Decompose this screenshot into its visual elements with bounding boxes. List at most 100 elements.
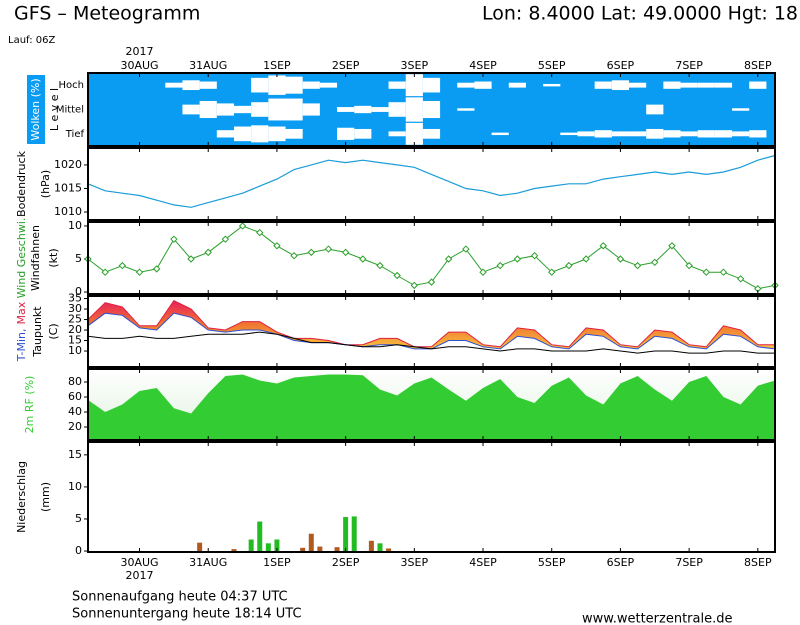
y-tick-label: 15 [68, 448, 82, 461]
wind-point [565, 261, 573, 270]
cloud-cell [251, 102, 269, 117]
cloud-cell [285, 128, 303, 139]
y-tick-label: 20 [68, 420, 82, 433]
legend-entry: T-Min, [15, 329, 28, 363]
panel-background [88, 442, 775, 552]
cloud-cell [732, 108, 750, 111]
wind-point [204, 248, 212, 257]
wind-point [118, 261, 127, 270]
cloud-cell [697, 82, 715, 88]
legend-entry: Taupunkt [31, 306, 44, 358]
cloud-cell [285, 76, 303, 94]
y-axis-label: Niederschlag [15, 461, 28, 533]
cloud-cell [165, 82, 183, 88]
y-axis-label: 2m RF (%) [23, 376, 36, 434]
humidity-area [88, 374, 775, 440]
x-tick-label: 6SEP [607, 59, 635, 72]
level-label: Tief [65, 129, 85, 140]
x-tick-label: 31AUG [189, 59, 227, 72]
wind-point [393, 271, 401, 280]
precip-bar [343, 517, 349, 552]
legend-entry: Max [15, 301, 28, 324]
wind-point [221, 235, 230, 243]
y-axis-label: (kt) [47, 248, 60, 267]
cloud-cell [749, 81, 767, 89]
y-axis-label: (C) [47, 323, 60, 339]
wind-point [256, 228, 264, 237]
cloud-cell [182, 80, 200, 91]
cloud-cell [268, 126, 286, 142]
precip-bar [274, 539, 280, 552]
y-tick-label: 20 [68, 323, 82, 336]
cloud-cell [663, 81, 681, 89]
x-tick-label: 5SEP [538, 556, 566, 569]
x-tick-label: 6SEP [607, 556, 635, 569]
wind-point [479, 268, 487, 276]
source: www.wetterzentrale.de [582, 612, 732, 625]
wind-point [273, 242, 281, 250]
precip-bar [231, 549, 237, 552]
cloud-cell [354, 128, 372, 139]
cloud-cell [697, 130, 715, 138]
wind-point [135, 268, 144, 276]
wind-point [290, 251, 298, 260]
precip-bar [265, 543, 271, 552]
cloud-cell [251, 77, 269, 93]
cloud-cell [371, 107, 389, 112]
cloud-cell [422, 100, 441, 119]
x-tick-label: 4SEP [469, 556, 497, 569]
precip-bar [248, 539, 254, 552]
y-tick-label: 10 [68, 480, 82, 493]
cloud-cell [611, 80, 630, 91]
y-axis-label: Wolken (%) [29, 78, 42, 140]
cloud-cell [405, 122, 423, 145]
precip-bar [308, 533, 314, 552]
run: Lauf: 06Z [8, 35, 55, 46]
cloud-cell [560, 132, 578, 136]
panel-frame [87, 72, 776, 147]
level-label: Hoch [59, 80, 84, 91]
wind-point [359, 255, 367, 263]
cloud-cell [680, 131, 698, 137]
sunrise: Sonnenaufgang heute 04:37 UTC [72, 590, 288, 605]
y-tick-label: 10 [68, 344, 82, 357]
y-tick-label: 0 [75, 544, 82, 557]
cloud-cell [388, 102, 406, 117]
cloud-cell [233, 105, 252, 114]
cloud-cell [354, 105, 372, 114]
y-axis-label: (hPa) [39, 170, 52, 198]
y-tick-label: 25 [68, 313, 82, 326]
x-tick-label: 8SEP [744, 556, 772, 569]
y-axis-label: Wind Geschwi. [15, 218, 28, 299]
y-tick-label: 10 [68, 219, 82, 232]
panel-background [88, 148, 775, 220]
wind-point [599, 242, 607, 250]
wind-point [462, 245, 470, 253]
x-tick-label: 30AUG [120, 59, 158, 72]
cloud-cell [422, 77, 441, 93]
cloud-cell [577, 131, 595, 137]
cloud-cell [405, 97, 423, 122]
cloud-cell [474, 81, 492, 89]
y-tick-label: 5 [75, 512, 82, 525]
cloud-cell [233, 126, 252, 142]
cloud-cell [268, 98, 286, 121]
cloud-cell [714, 82, 733, 88]
precip-bar [300, 547, 306, 552]
wind-point [736, 275, 745, 283]
y-tick-label: 5 [75, 252, 82, 265]
panel-frame [87, 441, 776, 553]
precip-bar [377, 543, 383, 552]
x-tick-label: 4SEP [469, 59, 497, 72]
y-tick-label: 15 [68, 334, 82, 347]
y-tick-label: 30 [68, 302, 82, 315]
cloud-cell [302, 103, 320, 116]
cloud-cell [629, 82, 647, 88]
y-tick-label: 35 [68, 292, 82, 305]
wind-point [376, 261, 384, 270]
cloud-cell [337, 107, 355, 112]
cloud-cell [319, 82, 338, 88]
x-tick-label: 31AUG [189, 556, 227, 569]
